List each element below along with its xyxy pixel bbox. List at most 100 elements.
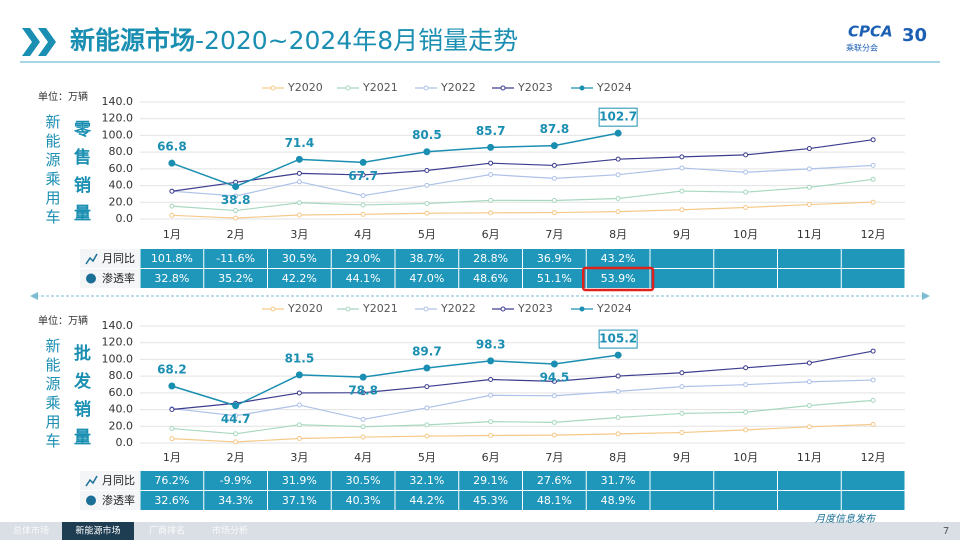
y-tick-label: 80.0 <box>109 145 134 158</box>
cell <box>778 491 841 510</box>
data-point <box>296 212 302 218</box>
x-tick-label: 10月 <box>733 228 758 241</box>
x-tick-label: 11月 <box>797 228 822 241</box>
data-point <box>169 426 175 432</box>
data-point <box>615 415 621 421</box>
slogan: 月度信息发布 <box>815 513 877 525</box>
cell-text: 76.2% <box>154 474 189 487</box>
data-point <box>615 388 621 394</box>
x-tick-label: 10月 <box>733 451 758 464</box>
cell <box>714 491 777 510</box>
data-point <box>550 142 558 150</box>
cell <box>650 491 714 510</box>
footer-tab[interactable]: 总体市场 <box>13 525 49 537</box>
footer-bar <box>0 522 960 540</box>
data-label: 105.2 <box>599 332 637 346</box>
data-point <box>615 172 621 178</box>
cell-text: -9.9% <box>220 474 252 487</box>
series-line <box>171 139 874 192</box>
side-title: 零售销量 <box>70 120 92 232</box>
data-point <box>359 373 367 381</box>
cell-text: 51.1% <box>537 272 572 285</box>
data-point <box>360 416 366 422</box>
data-point <box>423 364 431 372</box>
cell <box>778 471 841 490</box>
data-point <box>233 208 239 214</box>
footer-tab[interactable]: 厂商排名 <box>149 525 185 537</box>
legend-label: Y2024 <box>596 81 632 94</box>
data-point <box>743 409 749 415</box>
cell-text: 37.1% <box>282 494 317 507</box>
series-line <box>171 350 874 411</box>
data-point <box>360 202 366 208</box>
cell-text: 53.9% <box>601 272 636 285</box>
data-point <box>743 152 749 158</box>
cell <box>841 491 905 510</box>
cell-text: 34.3% <box>218 494 253 507</box>
legend-marker <box>500 306 506 312</box>
title: 新能源市场-2020~2024年8月销量走势 <box>70 26 518 55</box>
data-label: 81.5 <box>285 351 315 365</box>
row-label: 月同比 <box>102 252 135 265</box>
side-label: 新能源乘用车 <box>44 338 62 452</box>
trend-icon <box>85 253 98 265</box>
pie-icon <box>86 273 96 284</box>
cell <box>395 269 459 288</box>
data-point <box>424 210 430 216</box>
legend-label: Y2020 <box>287 81 323 94</box>
footer-tab[interactable]: 市场分析 <box>212 525 248 537</box>
y-tick-label: 0.0 <box>116 212 134 225</box>
data-point <box>743 169 749 175</box>
data-point <box>870 348 876 354</box>
legend-marker <box>500 85 506 91</box>
y-tick-label: 40.0 <box>109 403 134 416</box>
x-tick-label: 12月 <box>861 451 886 464</box>
cell <box>395 249 459 268</box>
cell <box>778 269 841 288</box>
legend-label: Y2023 <box>517 81 553 94</box>
footer-tab[interactable]: 新能源市场 <box>75 525 120 537</box>
data-point <box>232 402 240 410</box>
cell <box>268 491 331 510</box>
x-tick-label: 4月 <box>354 451 372 464</box>
label-box <box>598 329 638 349</box>
cell-text: 36.9% <box>537 252 572 265</box>
cell <box>140 249 204 268</box>
x-tick-label: 3月 <box>290 228 308 241</box>
data-point <box>423 148 431 156</box>
y-tick-label: 0.0 <box>116 436 134 449</box>
data-point <box>296 435 302 441</box>
data-point <box>679 410 685 416</box>
data-point <box>488 160 494 166</box>
legend-label: Y2021 <box>362 81 398 94</box>
y-tick-label: 60.0 <box>109 162 134 175</box>
data-label: 87.8 <box>540 122 570 136</box>
x-tick-label: 7月 <box>545 228 563 241</box>
x-tick-label: 6月 <box>482 228 500 241</box>
cell-text: 44.1% <box>346 272 381 285</box>
data-label: 78.8 <box>348 384 378 398</box>
x-tick-label: 1月 <box>163 451 181 464</box>
data-point <box>488 419 494 425</box>
cell <box>331 269 395 288</box>
row-label-cell <box>80 471 140 490</box>
data-point <box>615 431 621 437</box>
data-point <box>806 360 812 366</box>
unit-label: 单位：万辆 <box>38 90 88 103</box>
legend-marker <box>270 85 276 91</box>
data-label: 44.7 <box>221 412 251 426</box>
data-point <box>488 392 494 398</box>
data-point <box>679 188 685 194</box>
chevrons <box>22 28 56 56</box>
cell-text: 101.8% <box>151 252 193 265</box>
cell-text: 32.1% <box>409 474 444 487</box>
data-point <box>806 202 812 208</box>
data-point <box>550 360 558 368</box>
data-point <box>615 209 621 215</box>
data-point <box>424 384 430 390</box>
data-point <box>169 436 175 442</box>
x-tick-label: 1月 <box>163 228 181 241</box>
series-line <box>171 423 874 443</box>
data-point <box>551 432 557 438</box>
row-label-cell <box>80 491 140 510</box>
